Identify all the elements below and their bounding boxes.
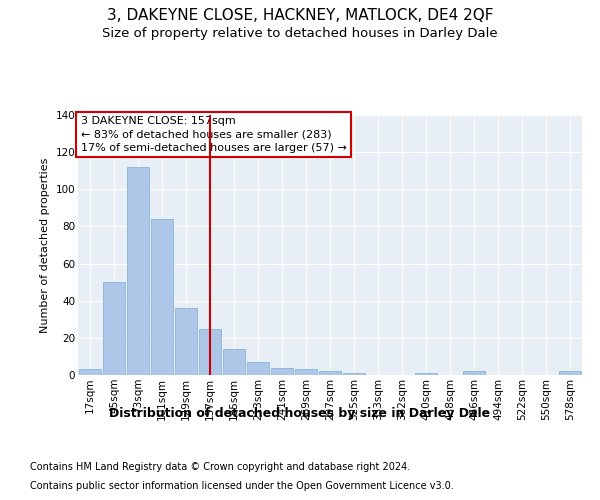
Bar: [199, 328, 221, 375]
Bar: [223, 349, 245, 375]
Bar: [103, 282, 125, 375]
Text: 3 DAKEYNE CLOSE: 157sqm
← 83% of detached houses are smaller (283)
17% of semi-d: 3 DAKEYNE CLOSE: 157sqm ← 83% of detache…: [80, 116, 346, 152]
Bar: [319, 372, 341, 375]
Y-axis label: Number of detached properties: Number of detached properties: [40, 158, 50, 332]
Bar: [175, 308, 197, 375]
Bar: [415, 373, 437, 375]
Text: Size of property relative to detached houses in Darley Dale: Size of property relative to detached ho…: [102, 28, 498, 40]
Bar: [271, 368, 293, 375]
Text: Distribution of detached houses by size in Darley Dale: Distribution of detached houses by size …: [109, 408, 491, 420]
Text: Contains public sector information licensed under the Open Government Licence v3: Contains public sector information licen…: [30, 481, 454, 491]
Text: 3, DAKEYNE CLOSE, HACKNEY, MATLOCK, DE4 2QF: 3, DAKEYNE CLOSE, HACKNEY, MATLOCK, DE4 …: [107, 8, 493, 22]
Bar: [79, 370, 101, 375]
Bar: [127, 167, 149, 375]
Bar: [343, 373, 365, 375]
Bar: [559, 372, 581, 375]
Bar: [463, 372, 485, 375]
Text: Contains HM Land Registry data © Crown copyright and database right 2024.: Contains HM Land Registry data © Crown c…: [30, 462, 410, 472]
Bar: [151, 219, 173, 375]
Bar: [295, 370, 317, 375]
Bar: [247, 362, 269, 375]
